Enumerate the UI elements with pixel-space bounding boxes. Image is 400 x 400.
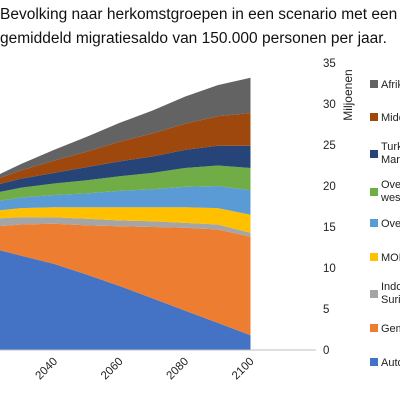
area-series-6 — [0, 145, 251, 192]
area-series-3 — [0, 207, 251, 233]
legend-swatch-6 — [370, 290, 378, 298]
legend-label-7: Gem — [381, 323, 400, 335]
chart-title-line-2: gemiddeld migratiesaldo van 150.000 pers… — [0, 30, 387, 47]
area-series-8 — [0, 77, 251, 178]
legend-swatch-5 — [370, 253, 378, 261]
legend-swatch-0 — [370, 80, 378, 88]
legend-label-0: Afrik — [381, 79, 400, 91]
area-series-2 — [0, 217, 251, 237]
legend-label-5: MOE — [381, 252, 400, 264]
legend-label-1: Midc — [381, 112, 400, 124]
area-series-1 — [0, 223, 251, 336]
legend-swatch-4 — [370, 219, 378, 227]
legend-label-6: IndoSurin — [381, 281, 400, 306]
x-tick-label-3: 2100 — [230, 356, 257, 383]
legend-swatch-8 — [370, 358, 378, 366]
legend-label-3: Overwest — [380, 179, 400, 204]
x-tick-label-0: 2040 — [34, 356, 61, 383]
area-series-4 — [0, 186, 251, 215]
legend-label-8: Auto — [381, 357, 400, 369]
legend-swatch-2 — [370, 150, 378, 158]
x-tick-label-1: 2060 — [99, 356, 126, 383]
legend-swatch-3 — [370, 188, 378, 196]
chart-title: Bevolking naar herkomstgroepen in een sc… — [0, 3, 397, 51]
y-tick-label-5: 25 — [323, 140, 336, 152]
x-tick-labels: 2040 2060 2080 2100 — [34, 356, 257, 383]
legend-swatch-1 — [370, 113, 378, 121]
legend-label-2: TurkiMarc — [381, 141, 400, 166]
area-series-group — [0, 77, 251, 350]
y-tick-label-3: 15 — [323, 222, 336, 234]
area-series-5 — [0, 165, 251, 201]
x-tick-label-2: 2080 — [165, 356, 192, 383]
y-tick-label-6: 30 — [323, 99, 336, 111]
area-series-7 — [0, 113, 251, 184]
y-axis-label: Miljoenen — [341, 69, 355, 120]
y-tick-labels: 0 5 10 15 20 25 30 35 — [323, 58, 336, 357]
legend: Afrik Midc TurkiMarc Overwest Over MOE IndoSur… — [370, 79, 400, 369]
y-tick-label-2: 10 — [323, 263, 336, 275]
legend-label-4: Over — [381, 218, 400, 230]
y-tick-label-7: 35 — [323, 58, 336, 70]
area-series-0 — [0, 250, 251, 350]
chart-title-line-1: Bevolking naar herkomstgroepen in een sc… — [0, 6, 398, 23]
legend-swatch-7 — [370, 324, 378, 332]
y-tick-label-4: 20 — [323, 181, 336, 193]
y-tick-label-1: 5 — [323, 304, 329, 316]
y-tick-label-0: 0 — [323, 345, 329, 357]
